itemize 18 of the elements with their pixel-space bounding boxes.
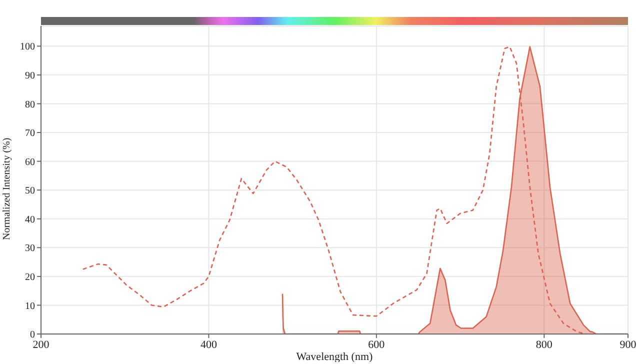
x-tick-label: 400 [200,338,218,351]
x-tick-label: 200 [32,338,50,351]
y-tick-label: 30 [25,243,35,254]
y-tick-label: 90 [25,70,35,82]
y-tick-label: 70 [25,128,35,140]
y-axis-title: Normalized Intensity (%) [2,138,13,240]
x-axis-title: Wavelength (nm) [296,351,374,363]
y-tick-label: 100 [20,42,35,53]
y-tick-label: 80 [25,99,35,110]
x-tick-label: 800 [536,338,553,351]
y-tick-label: 0 [30,330,35,341]
x-tick-label: 600 [368,338,386,351]
y-tick-label: 40 [25,214,35,226]
x-tick-label: 900 [620,338,637,351]
y-tick-label: 50 [25,186,35,197]
y-tick-label: 10 [25,300,35,312]
y-tick-label: 20 [25,272,35,283]
y-tick-label: 60 [25,156,35,168]
